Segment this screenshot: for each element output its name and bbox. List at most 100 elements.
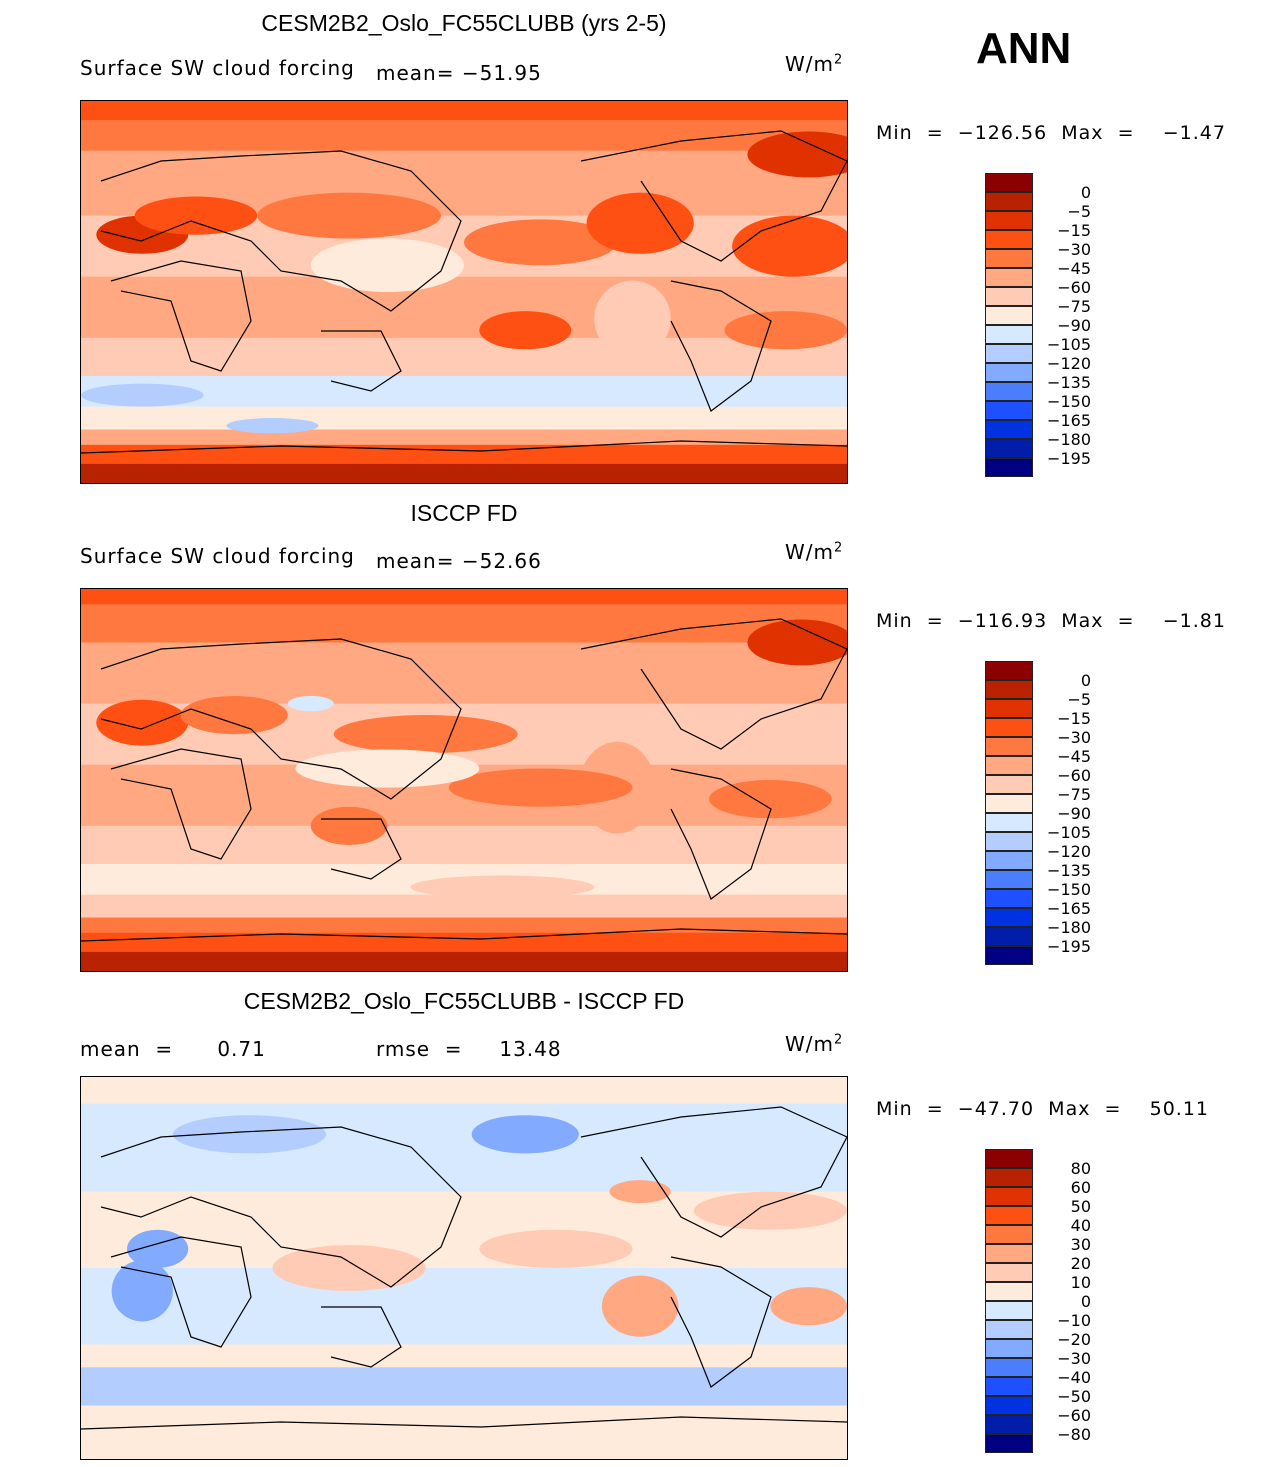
colorbar-swatch [985,230,1033,249]
contour-region [586,192,694,254]
units-text: W/m [785,540,834,564]
colorbar-swatch [985,1168,1033,1187]
colorbar-swatch [985,1149,1033,1168]
colorbar-swatch [985,439,1033,458]
panel-title: ISCCP FD [410,500,518,526]
colorbar-swatch [985,1415,1033,1434]
colorbar-tick-label: −60 [1057,1406,1091,1425]
colorbar-tick-label: −20 [1057,1330,1091,1349]
contour-band [81,951,847,971]
colorbar-tick-label: −60 [1057,766,1091,785]
colorbar-swatch [985,1434,1033,1453]
colorbar-swatch [985,680,1033,699]
contour-band [81,1268,847,1346]
colorbar-swatch [985,401,1033,420]
colorbar-swatch [985,1244,1033,1263]
colorbar-tick-label: −50 [1057,1387,1091,1406]
colorbar-tick-label: 80 [1070,1159,1091,1178]
colorbar-swatch [985,851,1033,870]
colorbar-swatch [985,775,1033,794]
contour-region [180,695,288,735]
colorbar-swatch [985,813,1033,832]
colorbar-swatch [985,192,1033,211]
colorbar-tick-label: −195 [1047,449,1091,468]
contour-region [295,749,480,788]
coastline [670,280,772,412]
contour-band [81,101,847,122]
contour-band [81,429,847,446]
units-exponent: 2 [834,52,844,68]
mean-label: mean = 0.71 [80,1037,266,1061]
contour-band [81,444,847,465]
contour-band [81,604,847,644]
colorbar-tick-label: −45 [1057,747,1091,766]
contour-region [747,131,847,178]
colorbar-swatch [985,1358,1033,1377]
colorbar-tick-label: −90 [1057,316,1091,335]
colorbar-swatch [985,382,1033,401]
contour-band [81,894,847,919]
contour-map [80,588,848,972]
colorbar-tick-label: −150 [1047,880,1091,899]
colorbar-tick-label: 0 [1080,183,1091,202]
contour-region [287,695,334,712]
colorbar-tick-label: −60 [1057,278,1091,297]
contour-region [310,238,464,292]
contour-region [609,1180,671,1204]
colorbar: 0 −5 −15 −30 −45 −60 −75 −90 −105 −120 −135 −150 −16… [985,173,1091,477]
contour-region [594,280,671,357]
map-field [81,589,847,971]
contour-region [272,1378,503,1402]
colorbar-swatch [985,794,1033,813]
colorbar-swatch [985,306,1033,325]
colorbar-tick-label: 0 [1080,671,1091,690]
colorbar-swatch [985,1396,1033,1415]
colorbar-tick-label: −40 [1057,1368,1091,1387]
colorbar-swatch [985,737,1033,756]
variable-label: Surface SW cloud forcing [80,56,355,80]
contour-band [81,1077,847,1105]
colorbar-tick-label: 10 [1070,1273,1091,1292]
colorbar-swatch [985,287,1033,306]
coastline [580,130,847,262]
units-text: W/m [785,52,834,76]
contour-region [709,780,832,819]
colorbar-tick-label: −135 [1047,861,1091,880]
coastline [81,440,847,454]
contour-region [134,196,258,235]
colorbar-tick-label: −135 [1047,373,1091,392]
contour-band [81,1405,847,1459]
colorbar-tick-label: −80 [1057,1425,1091,1444]
colorbar: 80 60 50 40 30 20 10 0 −10 −20 −30 −40 −50 −60 −80 [985,1149,1091,1453]
colorbar-swatch [985,927,1033,946]
contour-region [479,1229,633,1268]
colorbar-tick-label: −30 [1057,240,1091,259]
contour-region [226,418,319,434]
mean-label: mean= −51.95 [376,61,542,85]
colorbar-swatch [985,1206,1033,1225]
colorbar-tick-label: 0 [1080,1292,1091,1311]
colorbar-swatch [985,889,1033,908]
colorbar-tick-label: −165 [1047,899,1091,918]
colorbar-swatch [985,249,1033,268]
colorbar-tick-label: −45 [1057,259,1091,278]
colorbar-swatch [985,908,1033,927]
colorbar-tick-label: −15 [1057,709,1091,728]
season-label: ANN [976,24,1072,73]
contour-band [81,406,847,431]
contour-map [80,100,848,484]
units-label: W/m2 [785,1032,843,1056]
minmax-label: Min = −47.70 Max = 50.11 [876,1098,1210,1120]
contour-band [81,276,847,339]
colorbar-swatch [985,420,1033,439]
coastline [100,1126,462,1288]
units-label: W/m2 [785,540,843,564]
colorbar-tick-label: −150 [1047,392,1091,411]
coastline [81,928,847,942]
colorbar-tick-label: −120 [1047,354,1091,373]
contour-region [479,311,572,350]
coastline [110,748,252,860]
colorbar-tick-label: −120 [1047,842,1091,861]
colorbar-tick-label: −180 [1047,918,1091,937]
coastline [580,618,847,750]
